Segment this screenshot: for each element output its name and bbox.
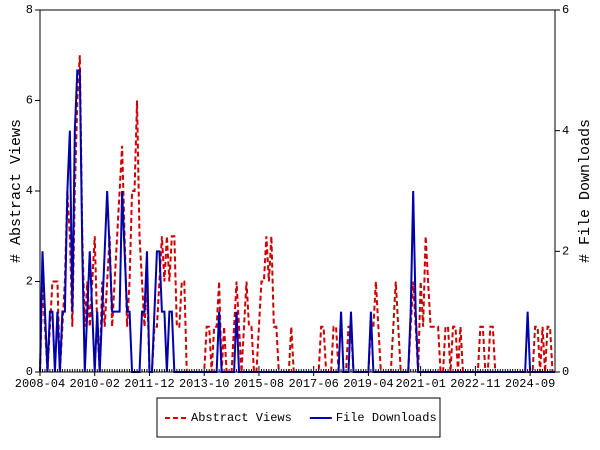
x-tick-label: 2013-10 [179, 377, 229, 391]
y-tick-label: 8 [26, 3, 33, 17]
y2-tick-label: 4 [562, 124, 569, 138]
x-tick-label: 2019-04 [343, 377, 393, 391]
y-axis-title: # Abstract Views [8, 119, 25, 263]
x-tick-label: 2021-01 [395, 377, 445, 391]
y2-axis-title: # File Downloads [577, 119, 594, 263]
y-tick-label: 2 [26, 275, 33, 289]
x-tick-label: 2008-04 [15, 377, 65, 391]
legend: Abstract Views File Downloads [156, 397, 441, 438]
x-tick-label: 2017-06 [288, 377, 338, 391]
y-tick-label: 0 [26, 365, 33, 379]
x-tick-label: 2010-02 [70, 377, 120, 391]
x-tick-label: 2024-09 [505, 377, 555, 391]
y2-tick-label: 6 [562, 3, 569, 17]
series-line [39, 69, 555, 373]
x-tick-label: 2011-12 [124, 377, 174, 391]
y-tick-label: 6 [26, 94, 33, 108]
y2-tick-label: 2 [562, 245, 569, 259]
legend-label: Abstract Views [191, 411, 292, 425]
legend-label: File Downloads [336, 411, 437, 425]
legend-box [156, 397, 441, 438]
x-tick-label: 2015-08 [234, 377, 284, 391]
plot-frame [39, 9, 556, 373]
x-tick-label: 2022-11 [450, 377, 500, 391]
y-tick-label: 4 [26, 184, 33, 198]
series-line [39, 55, 555, 373]
y2-tick-label: 0 [562, 365, 569, 379]
